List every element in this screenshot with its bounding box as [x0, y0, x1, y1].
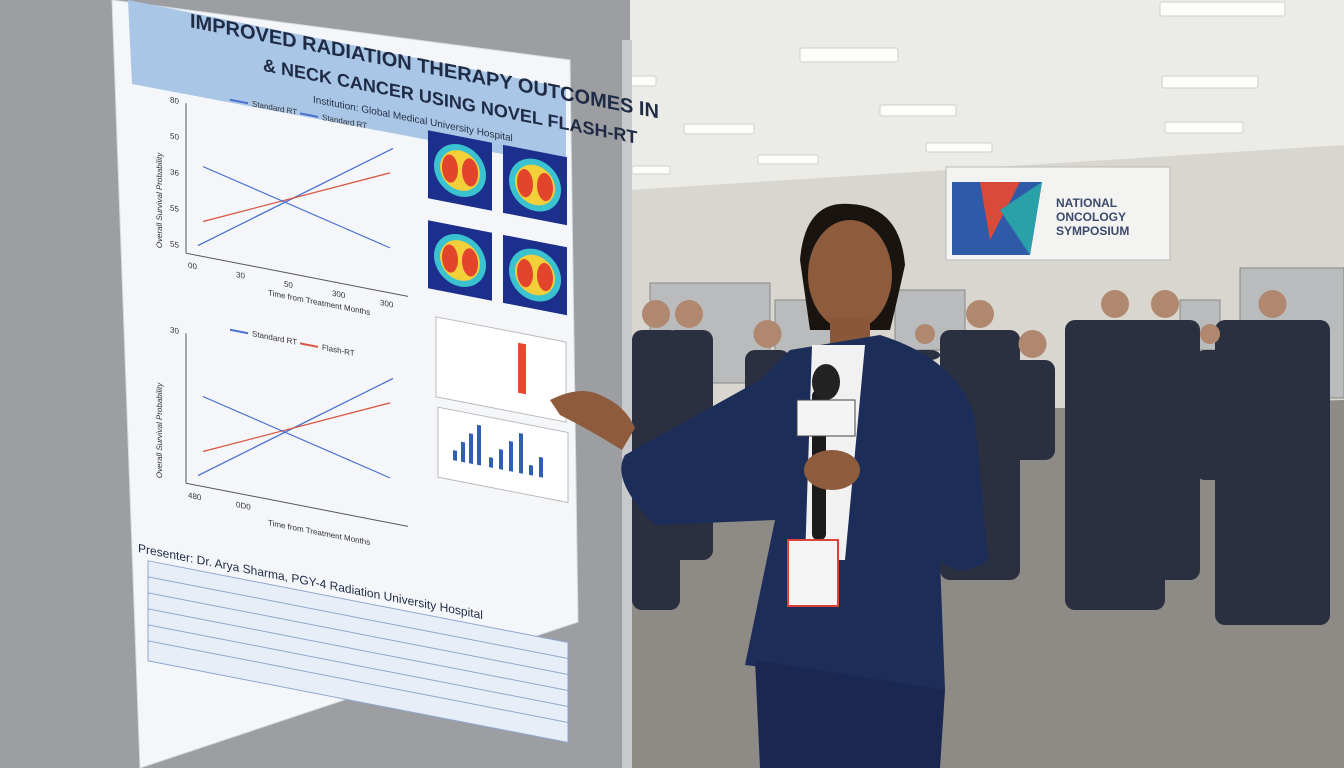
heatmap-core	[462, 248, 478, 277]
curve	[202, 402, 391, 453]
bar-glyph	[529, 464, 533, 476]
bar-glyph	[477, 424, 481, 466]
y-tick-label: 30	[170, 325, 179, 336]
microphone-flag	[796, 399, 856, 437]
ceiling-light	[799, 47, 899, 63]
ceiling-light	[683, 123, 755, 135]
y-tick-label: 55	[170, 203, 179, 214]
person-head	[642, 300, 670, 328]
heatmap-core	[517, 259, 533, 288]
bar-glyph	[489, 457, 493, 468]
curve	[202, 395, 391, 479]
presenter-trousers	[755, 660, 945, 768]
y-tick-label: 50	[170, 131, 179, 142]
person-head	[1101, 290, 1129, 318]
ceiling-light	[629, 75, 657, 87]
ceiling-light	[1164, 121, 1244, 134]
scatter-panel	[435, 316, 567, 423]
bar-glyph	[509, 441, 513, 472]
bar-glyph	[453, 450, 457, 461]
poster-header	[128, 0, 566, 166]
person-head	[1018, 330, 1047, 358]
x-tick-label: 0D0	[236, 500, 251, 512]
ceiling-light	[925, 142, 993, 153]
presenter-fist	[804, 450, 860, 490]
heatmap-core	[442, 154, 458, 183]
axis	[186, 482, 408, 527]
y-axis-label: Overall Survival Probability	[155, 381, 164, 479]
ceiling-light	[879, 104, 957, 117]
person-head	[915, 324, 935, 344]
presenter-hand	[550, 391, 635, 450]
table-rule	[148, 592, 568, 675]
curve	[202, 165, 391, 249]
legend-swatch	[230, 328, 248, 335]
person-head	[1151, 290, 1179, 318]
ceiling-light	[1161, 75, 1259, 89]
presenter-face	[808, 220, 892, 330]
x-tick-label: 50	[284, 279, 293, 290]
banner-text: SYMPOSIUM	[1056, 224, 1129, 238]
legend-swatch	[300, 342, 318, 348]
ceiling-light	[1159, 1, 1286, 17]
table-rule	[148, 608, 568, 691]
y-tick-label: 55	[170, 239, 179, 250]
person-body	[1195, 350, 1225, 480]
x-tick-label: 300	[332, 289, 346, 301]
bar-glyph	[499, 449, 503, 470]
colorbar	[518, 342, 526, 395]
x-tick-label: 00	[188, 261, 197, 272]
legend-swatch	[230, 98, 248, 105]
heatmap-core	[462, 158, 478, 187]
person-body	[1215, 320, 1330, 625]
bar-glyph	[539, 456, 543, 478]
name-badge	[787, 539, 839, 607]
axis	[186, 252, 408, 297]
person-head	[1258, 290, 1287, 318]
banner-text: ONCOLOGY	[1056, 210, 1126, 224]
banner-logo-red	[980, 182, 1020, 240]
ceiling	[520, 0, 1344, 190]
bar-glyph	[469, 433, 473, 465]
table	[147, 560, 569, 744]
heatmap-core	[442, 244, 458, 273]
heatmap-core	[517, 169, 533, 198]
board-frame	[622, 40, 632, 768]
poster-content: IMPROVED RADIATION THERAPY OUTCOMES IN& …	[138, 10, 659, 744]
heatmap-core	[537, 262, 553, 292]
bar-glyph	[519, 432, 523, 474]
microphone-head	[812, 364, 840, 400]
y-axis-label: Overall Survival Probability	[155, 151, 164, 249]
table-rule	[148, 640, 568, 723]
x-tick-label: 30	[236, 270, 245, 281]
person-body	[1010, 360, 1055, 460]
x-tick-label: 300	[380, 298, 394, 310]
legend-swatch	[300, 112, 318, 118]
ceiling-light	[631, 165, 671, 175]
x-tick-label: 480	[188, 491, 202, 503]
person-head	[1200, 324, 1220, 344]
table-rule	[148, 576, 568, 659]
banner-text: NATIONAL	[1056, 196, 1117, 210]
y-tick-label: 36	[170, 167, 179, 178]
banner-logo-teal	[1000, 182, 1042, 255]
heatmap-core	[537, 172, 553, 202]
person-body	[1130, 320, 1200, 580]
presenter-blazer	[621, 335, 988, 690]
person-head	[753, 320, 782, 348]
curve	[202, 172, 391, 223]
bar-glyph	[461, 441, 465, 463]
ceiling-light	[757, 154, 819, 165]
person-head	[675, 300, 703, 328]
table-rule	[148, 624, 568, 707]
person-head	[966, 300, 994, 328]
y-tick-label: 80	[170, 95, 179, 106]
